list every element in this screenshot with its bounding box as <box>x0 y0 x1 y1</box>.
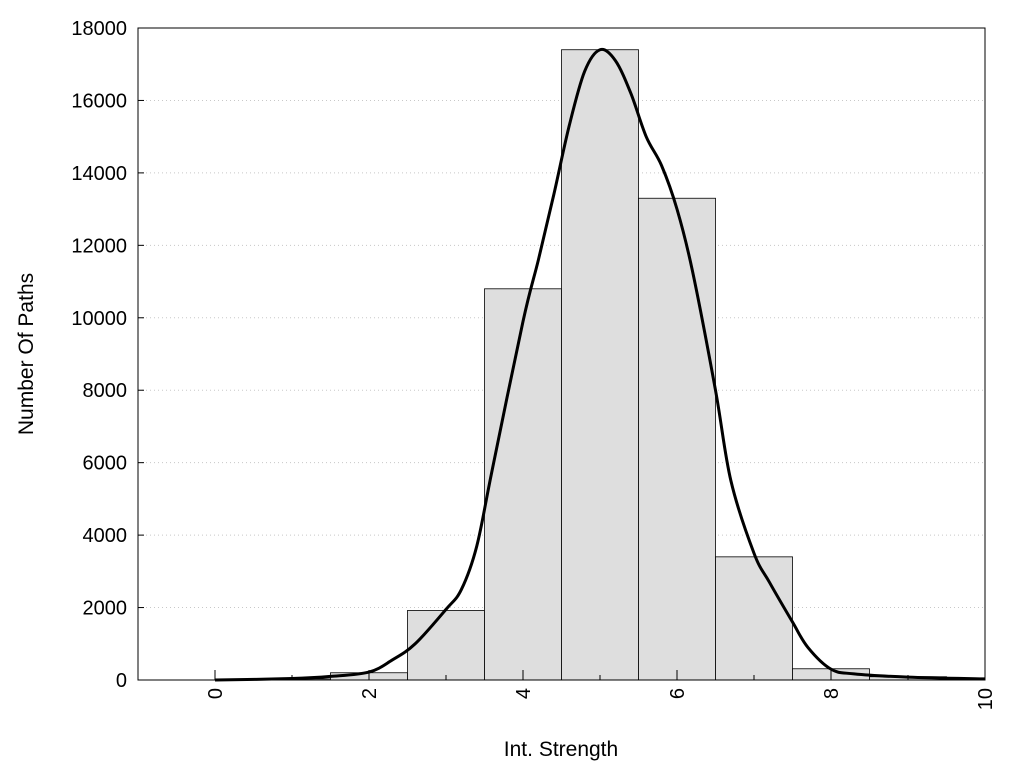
x-tick-label: 2 <box>359 688 381 699</box>
x-tick-label: 8 <box>821 688 843 699</box>
y-tick-label: 10000 <box>71 308 127 330</box>
y-tick-label: 2000 <box>83 598 128 620</box>
density-curve <box>214 47 986 682</box>
histogram-bar <box>715 556 793 681</box>
x-tick-label: 6 <box>667 688 689 699</box>
y-tick-label: 6000 <box>83 453 128 475</box>
y-axis-title: Number Of Paths <box>15 273 38 435</box>
x-tick-label: 0 <box>205 688 227 699</box>
y-tick-label: 14000 <box>71 163 127 185</box>
y-tick-label: 4000 <box>83 525 128 547</box>
plot-frame <box>137 27 986 681</box>
y-axis-ticks: 0 2000 4000 6000 8000 10000 12000 14000 16000 180… <box>71 18 144 692</box>
histogram-bar <box>484 288 562 681</box>
bars <box>253 49 947 681</box>
y-tick-label: 0 <box>116 670 127 692</box>
density-curve-line <box>214 47 986 682</box>
x-tick-label: 4 <box>513 688 535 699</box>
x-tick-label: 10 <box>975 688 997 710</box>
histogram-bar <box>407 610 485 681</box>
y-tick-label: 8000 <box>83 380 128 402</box>
histogram-bar <box>638 197 716 681</box>
histogram-bar <box>561 49 639 681</box>
y-tick-label: 18000 <box>71 18 127 40</box>
y-tick-label: 12000 <box>71 235 127 257</box>
x-axis-ticks: 0 2 4 6 8 10 <box>137 670 997 710</box>
y-tick-label: 16000 <box>71 90 127 112</box>
x-axis-title: Int. Strength <box>504 738 618 761</box>
